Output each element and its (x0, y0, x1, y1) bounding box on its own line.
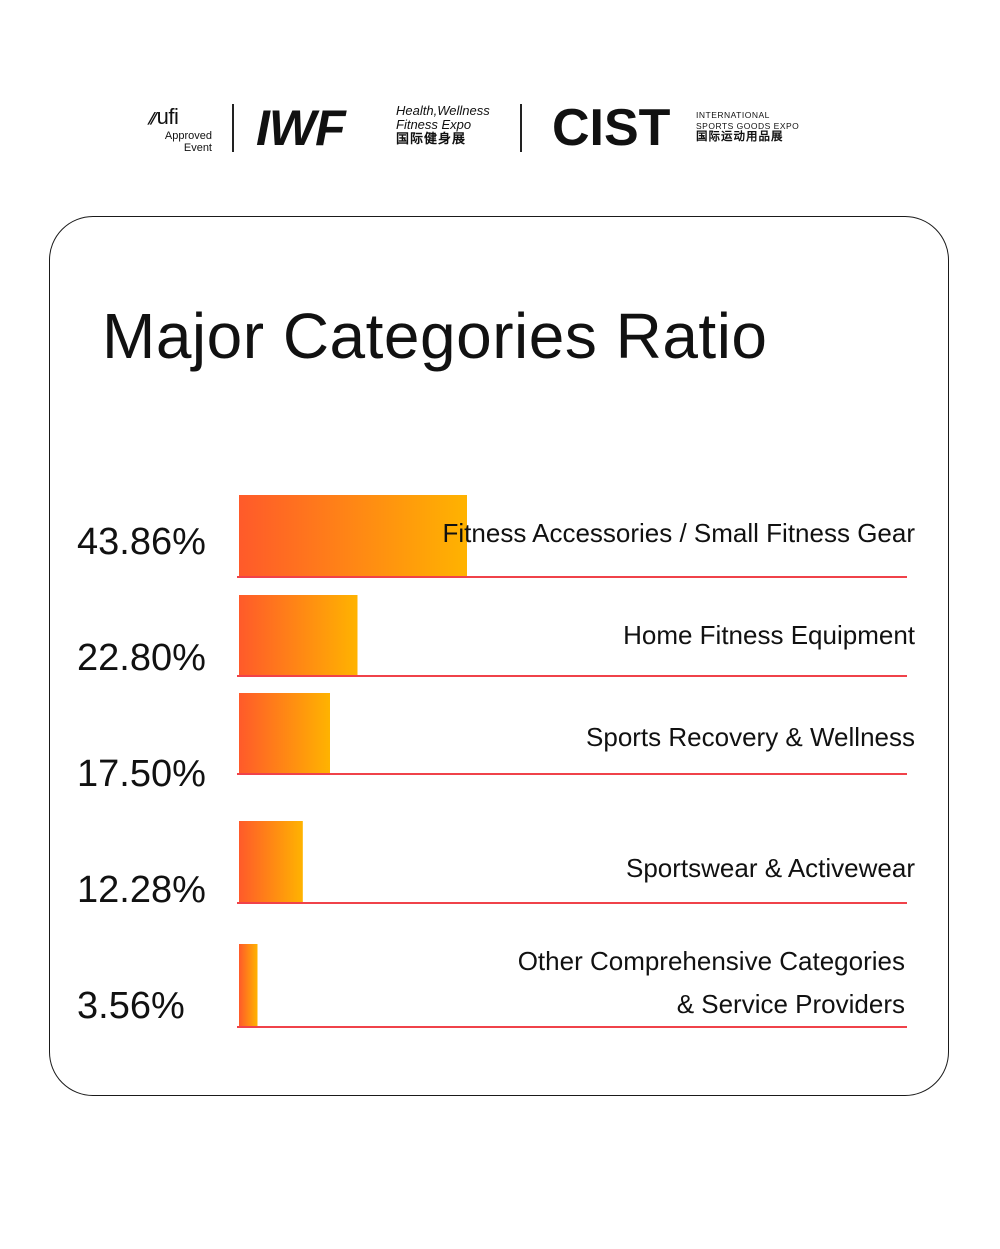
iwf-line3: 国际健身展 (396, 131, 467, 146)
bar (239, 944, 258, 1027)
iwf-line2: Fitness Expo (396, 117, 472, 132)
cist-line2: SPORTS GOODS EXPO (696, 121, 800, 131)
ufi-logo: ⫽ufi Approved Event (148, 104, 214, 156)
iwf-tagline: Health,Wellness Fitness Expo 国际健身展 (396, 104, 490, 146)
bar (239, 693, 330, 774)
cist-logo: CIST (552, 99, 671, 157)
ufi-line2: Event (183, 142, 212, 154)
value-label: 17.50% (77, 753, 206, 795)
category-label: Other Comprehensive Categories (518, 946, 905, 976)
value-label: 12.28% (77, 869, 206, 911)
value-label: 3.56% (77, 985, 185, 1027)
bar (239, 495, 467, 577)
cist-line1: INTERNATIONAL (696, 110, 770, 120)
category-label: Sportswear & Activewear (626, 853, 915, 883)
ufi-swoosh-icon: ⫽ (148, 111, 155, 128)
cist-line3: 国际运动用品展 (696, 131, 784, 143)
ufi-mark: ufi (156, 104, 179, 129)
category-label: Sports Recovery & Wellness (586, 722, 915, 752)
ufi-line1: Approved (164, 130, 212, 142)
chart-title: Major Categories Ratio (102, 300, 768, 372)
iwf-logo: IWF (256, 100, 346, 156)
value-label: 22.80% (77, 637, 206, 679)
category-label: Home Fitness Equipment (623, 620, 916, 650)
category-label: & Service Providers (677, 989, 905, 1019)
chart-card (49, 216, 949, 1096)
divider (520, 104, 522, 152)
bar (239, 595, 358, 676)
iwf-line1: Health,Wellness (396, 103, 490, 118)
bar (239, 821, 303, 903)
cist-tagline: INTERNATIONAL SPORTS GOODS EXPO 国际运动用品展 (696, 110, 799, 143)
category-label: Fitness Accessories / Small Fitness Gear (443, 518, 916, 548)
value-label: 43.86% (77, 521, 206, 563)
divider (232, 104, 234, 152)
header-logos: ⫽ufi Approved Event IWF Health,Wellness … (0, 99, 1000, 160)
